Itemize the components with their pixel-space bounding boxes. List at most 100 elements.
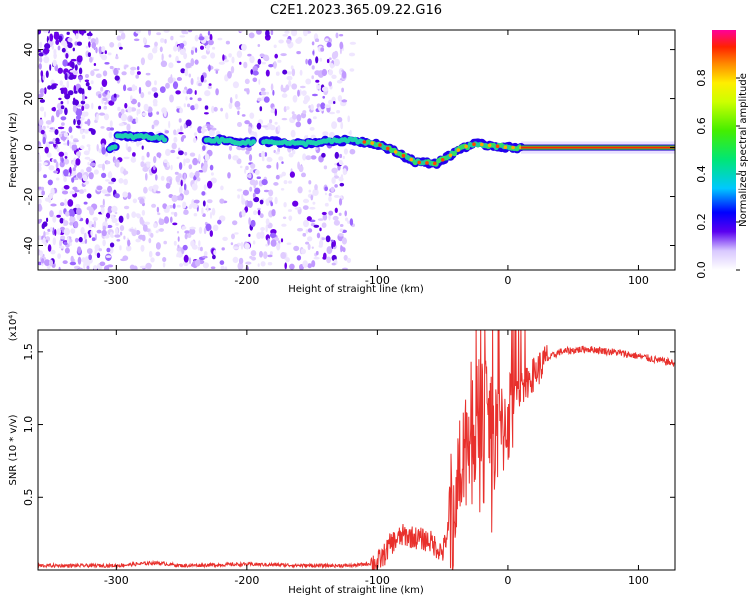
spectrogram-speckle [85,74,89,78]
spectrogram-speckle [101,229,107,237]
spectrogram-speckle [125,245,132,252]
spectrogram-speckle [125,142,128,151]
spectrogram-speckle [324,104,331,108]
spectrogram-speckle [170,35,174,41]
spectrogram-speckle [314,38,320,42]
spectrogram-speckle [183,260,189,267]
spectrogram-speckle [349,218,354,226]
spectrogram-speckle [84,79,90,83]
spectrogram-speckle [136,141,143,146]
spectrogram-speckle [201,55,207,60]
spectrogram-speckle [252,192,256,199]
spectrogram-speckle [189,152,196,157]
spectrogram-speckle [49,259,53,267]
spectrogram-speckle [257,209,261,216]
snr-ylabel: SNR (10 * v/v) [8,414,19,485]
spectrogram-speckle [88,158,94,162]
spectrogram-speckle [102,239,106,247]
spectrogram-speckle [291,68,296,77]
spectrogram-speckle [111,234,114,238]
spectrogram-speckle [64,156,68,159]
spectrogram-speckle [290,65,294,70]
spectrogram-speckle [47,85,52,90]
spectrogram-speckle [347,115,351,123]
spectrogram-speckle [81,30,84,36]
spectrogram-speckle [309,126,315,131]
spectrogram-speckle [107,185,113,193]
spectrogram-speckle [136,109,139,116]
spectrogram-speckle [321,211,327,216]
spectrogram-speckle [204,153,210,162]
spectrogram-speckle [291,30,298,37]
spectrogram-speckle [88,254,92,261]
spectrogram-speckle [62,59,68,67]
spectrogram-speckle [141,155,145,161]
spectrogram-speckle [124,103,128,109]
spectrogram-speckle [100,86,104,92]
spectrogram-speckle [38,235,42,241]
spectrogram-speckle [140,161,145,168]
snr-series-line [38,330,675,570]
spectrogram-speckle [44,43,51,50]
ridge-core [487,143,492,148]
spectrogram-speckle [260,91,267,96]
spectrogram-speckle [223,59,229,63]
spectrogram-speckle [119,245,122,251]
ridge-core [378,143,382,147]
spectrogram-speckle [248,126,252,134]
spectrogram-speckle [265,198,270,206]
spectrogram-speckle [81,257,86,263]
spectrogram-speckle [180,136,184,143]
spectrogram-speckle [197,177,201,182]
spectrogram-speckle [248,200,253,208]
snr-ytick-label: 1.0 [22,416,35,434]
spectrogram-speckle [286,38,292,44]
spectrogram-speckle [303,219,309,228]
spectrogram-speckle [338,198,343,206]
spectrogram-speckle [252,70,259,76]
spectrogram-speckle [245,150,250,155]
spectrogram-xtick-label: -300 [104,274,129,287]
ridge-mid [112,144,118,150]
spectrogram-speckle [100,206,105,215]
spectrogram-speckle [42,74,45,81]
spectrogram-speckle [343,148,348,155]
spectrogram-speckle [47,244,52,252]
spectrogram-speckle [294,207,301,210]
spectrogram-speckle [244,120,250,125]
spectrogram-speckle [286,71,293,75]
spectrogram-speckle [285,106,290,110]
spectrogram-speckle [324,192,327,196]
spectrogram-speckle [187,30,193,33]
spectrogram-speckle [297,89,300,97]
spectrogram-speckle [275,174,280,180]
spectrogram-speckle [87,86,92,91]
spectrogram-speckle [114,75,120,81]
spectrogram-speckle [101,146,106,155]
spectrogram-speckle [89,162,96,167]
spectrogram-speckle [341,87,344,93]
spectrogram-speckle [150,257,155,263]
spectrogram-speckle [270,83,274,91]
spectrogram-speckle [178,186,183,194]
spectrogram-speckle [289,171,295,178]
spectrogram-speckle [205,223,212,232]
spectrogram-speckle [296,255,302,261]
spectrogram-speckle [111,217,118,223]
spectrogram-speckle [317,84,322,90]
spectrogram-speckle [58,133,63,138]
spectrogram-speckle [345,217,349,222]
spectrogram-speckle [93,265,98,270]
spectrogram-speckle [237,194,241,199]
spectrogram-speckle [326,246,333,255]
spectrogram-speckle [250,163,256,169]
ridge-core [401,153,406,158]
spectrogram-speckle [102,225,107,231]
spectrogram-speckle [190,58,195,67]
spectrogram-speckle [63,151,68,157]
spectrogram-speckle [311,93,318,97]
spectrogram-speckle [162,203,168,210]
spectrogram-speckle [43,111,47,118]
spectrogram-speckle [197,76,200,81]
spectrogram-speckle [91,237,96,242]
